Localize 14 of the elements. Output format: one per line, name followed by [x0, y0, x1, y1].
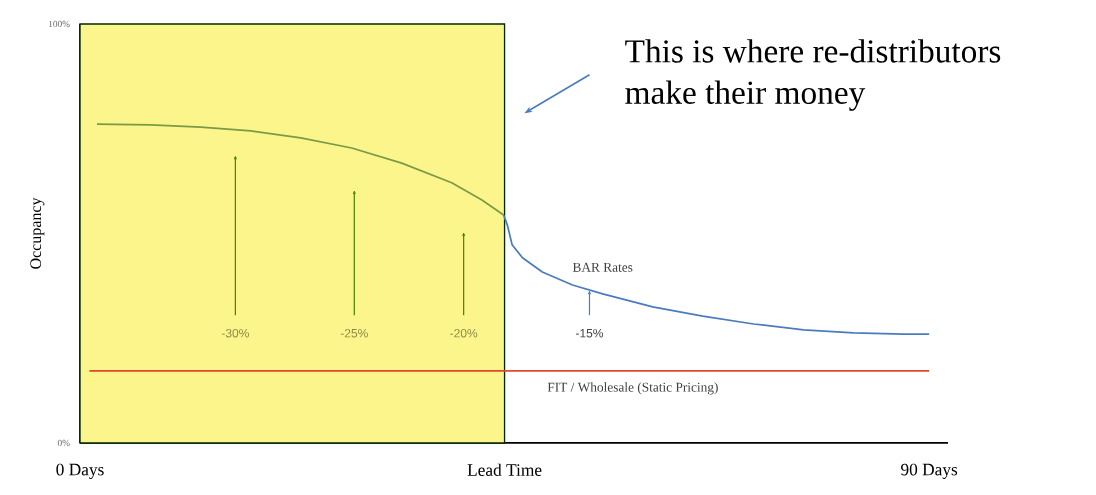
x-tick-label: 90 Days [901, 463, 958, 479]
y-tick-label: 100% [49, 20, 70, 28]
y-axis-title: Occupancy [30, 197, 45, 269]
x-tick-label: 0 Days [56, 463, 104, 479]
annotation: -25% [340, 328, 368, 338]
line-series [96, 123, 505, 216]
series-label: FIT / Wholesale (Static Pricing) [547, 382, 718, 395]
annotation: -30% [221, 328, 249, 338]
y-tick-label: 0% [57, 439, 70, 447]
series-label: BAR Rates [572, 262, 633, 272]
annotation: This is where re-distributors make their money [625, 39, 1001, 111]
annotation: -15% [576, 328, 604, 338]
annotation: -20% [450, 328, 478, 338]
x-tick-label: Lead Time [467, 463, 542, 476]
